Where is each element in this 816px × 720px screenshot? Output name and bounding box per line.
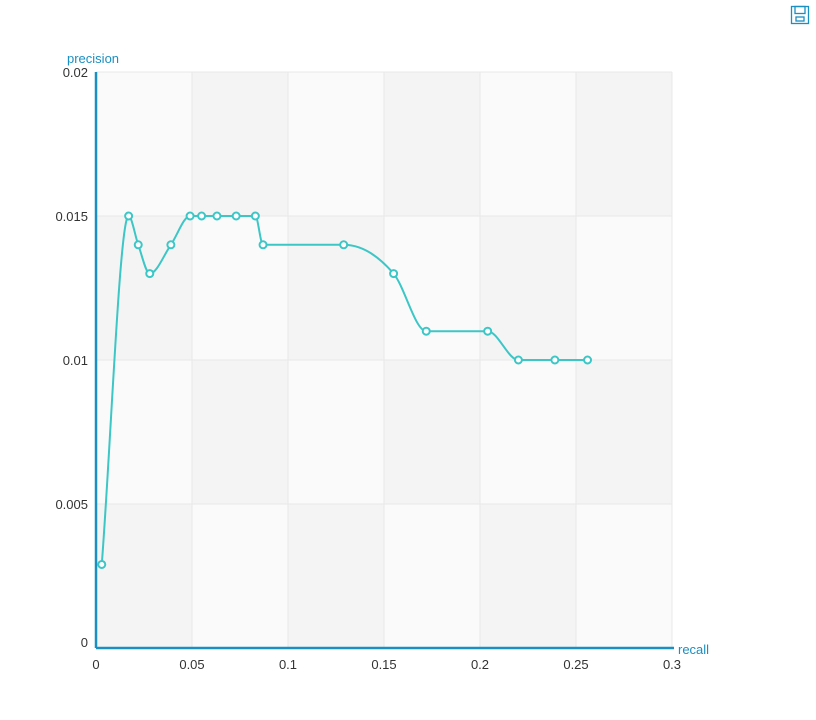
- background-band: [192, 72, 288, 216]
- x-tick-label: 0.2: [471, 657, 489, 672]
- y-tick-label: 0.015: [55, 209, 88, 224]
- data-point: [551, 357, 558, 364]
- data-point: [198, 213, 205, 220]
- data-point: [167, 241, 174, 248]
- data-point: [135, 241, 142, 248]
- data-point: [260, 241, 267, 248]
- background-band: [576, 504, 672, 648]
- data-point: [423, 328, 430, 335]
- data-point: [187, 213, 194, 220]
- y-axis-label: precision: [67, 51, 119, 66]
- y-axis-ticks: 0 0.005 0.01 0.015 0.02: [55, 65, 88, 650]
- background-band: [576, 360, 672, 504]
- background-band: [480, 360, 576, 504]
- data-point: [252, 213, 259, 220]
- y-tick-label: 0.005: [55, 497, 88, 512]
- background-band: [480, 504, 576, 648]
- background-band: [288, 504, 384, 648]
- data-point: [213, 213, 220, 220]
- background-band: [192, 360, 288, 504]
- data-point: [390, 270, 397, 277]
- data-point: [125, 213, 132, 220]
- background-band: [192, 216, 288, 360]
- x-axis-label: recall: [678, 642, 709, 657]
- background-band: [96, 72, 192, 216]
- background-band: [576, 72, 672, 216]
- background-band: [288, 216, 384, 360]
- x-tick-label: 0.3: [663, 657, 681, 672]
- background-band: [288, 72, 384, 216]
- background-band: [480, 216, 576, 360]
- x-tick-label: 0.25: [563, 657, 588, 672]
- background-band: [576, 216, 672, 360]
- data-point: [146, 270, 153, 277]
- x-tick-label: 0.1: [279, 657, 297, 672]
- y-tick-label: 0: [81, 635, 88, 650]
- x-tick-label: 0: [92, 657, 99, 672]
- background-band: [96, 504, 192, 648]
- data-point: [515, 357, 522, 364]
- x-axis-ticks: 0 0.05 0.1 0.15 0.2 0.25 0.3: [92, 657, 681, 672]
- y-tick-label: 0.01: [63, 353, 88, 368]
- background-band: [384, 360, 480, 504]
- x-tick-label: 0.15: [371, 657, 396, 672]
- background-band: [288, 360, 384, 504]
- background-band: [384, 216, 480, 360]
- data-point: [233, 213, 240, 220]
- background-band: [384, 72, 480, 216]
- y-tick-label: 0.02: [63, 65, 88, 80]
- save-image-button[interactable]: [790, 5, 810, 25]
- background-band: [96, 216, 192, 360]
- background-band: [384, 504, 480, 648]
- data-point: [98, 561, 105, 568]
- background-band: [192, 504, 288, 648]
- data-point: [340, 241, 347, 248]
- data-point: [484, 328, 491, 335]
- background-band: [480, 72, 576, 216]
- x-tick-label: 0.05: [179, 657, 204, 672]
- save-icon: [790, 5, 810, 25]
- data-point: [584, 357, 591, 364]
